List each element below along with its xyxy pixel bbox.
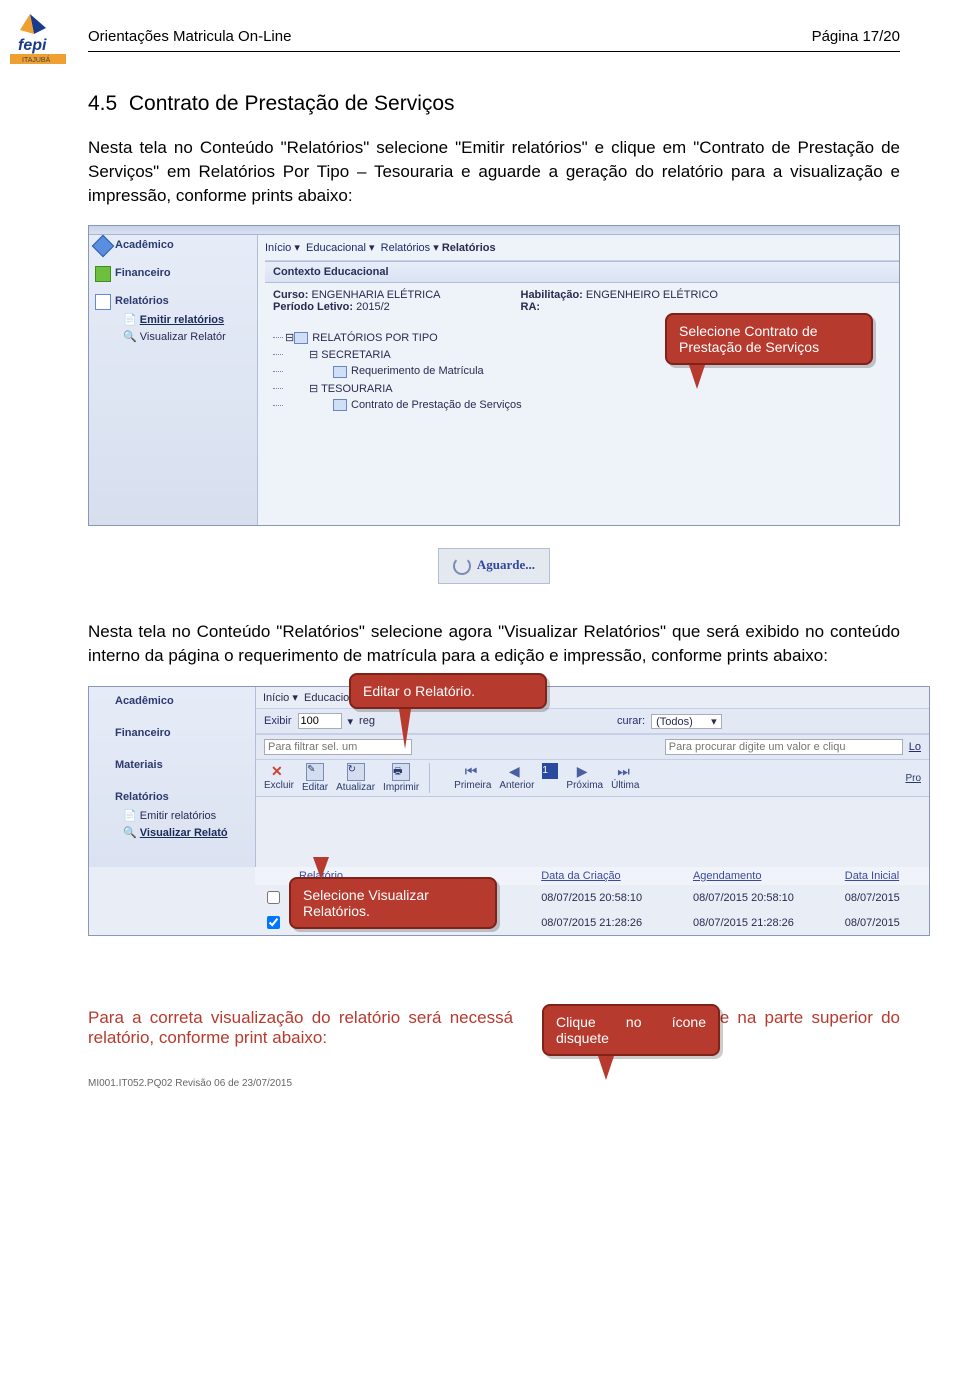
sidebar2-materiais[interactable]: Materiais bbox=[89, 755, 255, 775]
excluir-button[interactable]: ✕Excluir bbox=[264, 763, 294, 793]
col-data[interactable]: Data da Criação bbox=[533, 867, 685, 885]
report-icon bbox=[95, 294, 111, 310]
svg-text:ITAJUBÁ: ITAJUBÁ bbox=[22, 55, 51, 64]
sidebar2-relatorios[interactable]: Relatórios bbox=[89, 787, 255, 807]
logo: fepiITAJUBÁ bbox=[10, 10, 66, 64]
svg-text:fepi: fepi bbox=[18, 37, 47, 54]
sidebar2-academico[interactable]: Acadêmico bbox=[89, 687, 255, 711]
callout-visualizar: Selecione Visualizar Relatórios. bbox=[289, 857, 497, 929]
tree-contrato[interactable]: Contrato de Prestação de Serviços bbox=[273, 397, 891, 413]
callout-disquete: Clique no ícone disquete bbox=[542, 1004, 720, 1080]
sidebar2-financeiro[interactable]: Financeiro bbox=[89, 723, 255, 743]
editar-button[interactable]: ✎Editar bbox=[302, 763, 328, 793]
screenshot-1: Acadêmico Financeiro Relatórios 📄 Emitir… bbox=[88, 225, 900, 526]
paragraph-1: Nesta tela no Conteúdo "Relatórios" sele… bbox=[88, 136, 900, 207]
header-title: Orientações Matricula On-Line bbox=[88, 28, 291, 45]
atualizar-button[interactable]: ↻Atualizar bbox=[336, 763, 375, 793]
paragraph-3: Para a correta visualização do relatório… bbox=[88, 1008, 900, 1048]
sidebar-item-financeiro[interactable]: Financeiro bbox=[89, 263, 257, 283]
header-rule bbox=[88, 51, 900, 52]
paragraph-2: Nesta tela no Conteúdo "Relatórios" sele… bbox=[88, 620, 900, 668]
sidebar2-emitir[interactable]: 📄 Emitir relatórios bbox=[123, 807, 255, 824]
col-data-inicial[interactable]: Data Inicial bbox=[837, 867, 929, 885]
anterior-button[interactable]: ◀Anterior bbox=[499, 763, 534, 793]
sidebar2-visualizar[interactable]: 🔍 Visualizar Relató bbox=[123, 824, 255, 841]
primeira-button[interactable]: ⏮Primeira bbox=[454, 763, 491, 793]
col-agendamento[interactable]: Agendamento bbox=[685, 867, 837, 885]
breadcrumb-1: Início ▾ Educacional ▾ Relatórios ▾ Rela… bbox=[265, 239, 899, 261]
section-heading: 4.5 Contrato de Prestação de Serviços bbox=[88, 92, 900, 116]
sidebar-2: Acadêmico Financeiro Materiais Relatório… bbox=[89, 687, 256, 867]
ultima-button[interactable]: ⏭Última bbox=[611, 763, 639, 793]
procurar-select[interactable]: (Todos) ▾ bbox=[651, 714, 722, 729]
pro-link[interactable]: Pro bbox=[905, 773, 921, 784]
callout-editar: Editar o Relatório. bbox=[349, 673, 547, 749]
row-check-1[interactable] bbox=[267, 916, 280, 929]
spinner-icon bbox=[453, 557, 471, 575]
sidebar-item-relatorios[interactable]: Relatórios bbox=[89, 291, 257, 311]
action-bar: ✕Excluir ✎Editar ↻Atualizar 🖶Imprimir ⏮P… bbox=[256, 760, 929, 797]
page-number: Página 17/20 bbox=[812, 28, 900, 45]
sidebar-visualizar[interactable]: 🔍 Visualizar Relatór bbox=[123, 328, 257, 345]
screenshot-2: Acadêmico Financeiro Materiais Relatório… bbox=[88, 686, 930, 936]
search-input[interactable] bbox=[665, 739, 903, 755]
exibir-input[interactable] bbox=[298, 713, 342, 729]
imprimir-button[interactable]: 🖶Imprimir bbox=[383, 763, 419, 793]
pencil-icon bbox=[92, 235, 115, 258]
money-icon bbox=[95, 266, 111, 282]
page-indicator: 1 bbox=[542, 763, 558, 793]
lo-link[interactable]: Lo bbox=[909, 741, 921, 753]
sidebar-emitir[interactable]: 📄 Emitir relatórios bbox=[123, 311, 257, 328]
row-check-0[interactable] bbox=[267, 891, 280, 904]
context-header: Contexto Educacional bbox=[265, 261, 899, 283]
footer-code: MI001.IT052.PQ02 Revisão 06 de 23/07/201… bbox=[88, 1078, 900, 1089]
aguarde-indicator: Aguarde... bbox=[438, 548, 550, 584]
sidebar-item-academico[interactable]: Acadêmico bbox=[89, 235, 257, 255]
callout-1: Selecione Contrato de Prestação de Servi… bbox=[665, 313, 873, 389]
proxima-button[interactable]: ▶Próxima bbox=[566, 763, 603, 793]
sidebar-1: Acadêmico Financeiro Relatórios 📄 Emitir… bbox=[89, 235, 258, 525]
